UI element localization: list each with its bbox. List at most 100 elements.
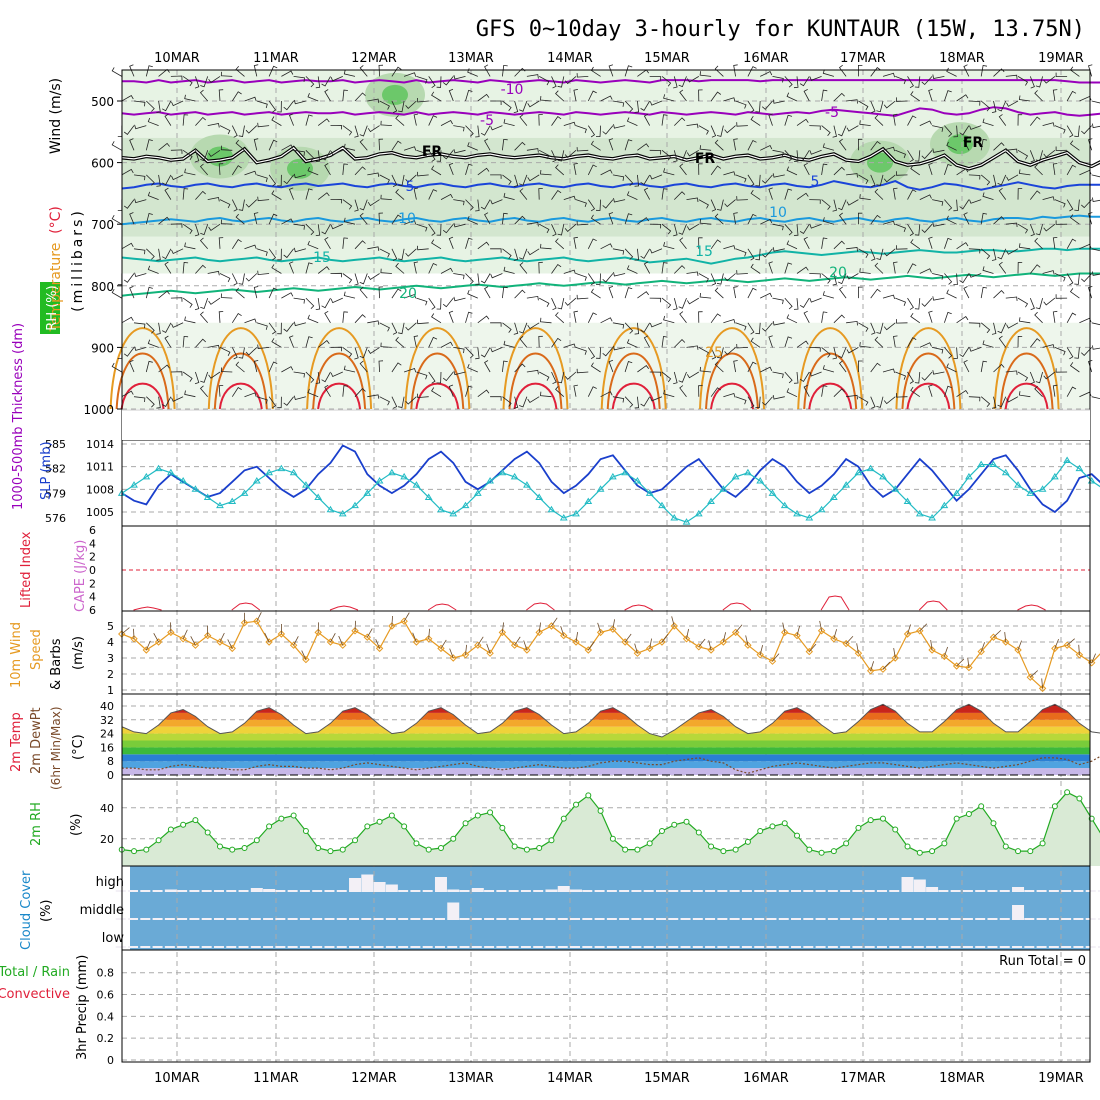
thickness-point bbox=[731, 472, 740, 480]
wind-barb bbox=[699, 145, 712, 151]
wind-barb bbox=[883, 100, 896, 109]
wind-barb bbox=[870, 362, 881, 373]
wind-barb bbox=[398, 396, 405, 408]
wind-barb bbox=[932, 125, 944, 132]
cloud-trace bbox=[606, 946, 617, 948]
wind-barb bbox=[982, 192, 994, 200]
wind-barb bbox=[784, 297, 793, 310]
surface-isotherm-loop bbox=[415, 382, 460, 410]
wind-barb bbox=[895, 371, 907, 380]
wind-barb bbox=[123, 347, 135, 357]
wind-barb bbox=[146, 322, 155, 334]
wind-speed-point bbox=[670, 622, 678, 630]
wind-barb bbox=[540, 317, 552, 324]
wind-barb bbox=[1081, 125, 1092, 135]
wind-barb bbox=[256, 174, 268, 183]
wind-barb bbox=[747, 66, 757, 77]
cloud-trace bbox=[729, 918, 740, 920]
cloud-trace bbox=[422, 890, 433, 892]
wind-barb bbox=[305, 371, 315, 383]
rh-point bbox=[352, 837, 359, 844]
wind-barb bbox=[673, 297, 678, 311]
surface-wind-barb bbox=[1041, 678, 1043, 689]
wind-barb bbox=[928, 88, 933, 102]
thickness-point bbox=[1001, 468, 1010, 476]
cloud-trace bbox=[263, 918, 274, 920]
temp-band bbox=[122, 719, 1090, 727]
wind-tick-label: 2 bbox=[107, 668, 114, 681]
cloud-trace bbox=[754, 918, 765, 920]
rh-point bbox=[585, 792, 592, 799]
wind-barb bbox=[1042, 196, 1055, 201]
pressure-tick-label: 600 bbox=[91, 157, 114, 171]
wind-barb bbox=[453, 347, 465, 354]
wind-speed-point bbox=[1063, 641, 1071, 649]
wind-barb bbox=[674, 265, 686, 274]
surface-wind-barb bbox=[845, 636, 854, 644]
temp-tick-label: 40 bbox=[100, 700, 114, 713]
wind-barb bbox=[755, 174, 761, 187]
wind-barb bbox=[1043, 371, 1056, 380]
wind-barb bbox=[573, 236, 578, 249]
wind-barb bbox=[1052, 237, 1058, 249]
minmax-label: (6hr Min/Max) bbox=[49, 707, 63, 791]
wind-barb bbox=[980, 138, 988, 151]
cloud-trace bbox=[999, 890, 1010, 892]
wind-barb bbox=[281, 292, 294, 299]
cloud-trace bbox=[901, 946, 912, 948]
wind-barb bbox=[502, 360, 508, 373]
wind-barb bbox=[207, 344, 220, 350]
wind-barb bbox=[876, 322, 884, 334]
rh-point bbox=[536, 845, 543, 852]
thickness-point bbox=[228, 497, 237, 505]
wind-barb bbox=[330, 223, 343, 230]
wind-barb bbox=[1034, 237, 1043, 250]
minmax-label-group: (6hr Min/Max) bbox=[49, 707, 63, 791]
wind-barb bbox=[613, 124, 626, 129]
wind-barb bbox=[1018, 169, 1031, 176]
wind-barb bbox=[1088, 138, 1093, 151]
chart-title: GFS 0~10day 3-hourly for KUNTAUR (15W, 1… bbox=[476, 17, 1085, 42]
thickness-point bbox=[461, 501, 470, 509]
wind-barb bbox=[661, 223, 672, 235]
wind-barb bbox=[158, 68, 170, 77]
pressure-axis-label: (millibars) bbox=[70, 208, 86, 312]
wind-barb bbox=[184, 242, 196, 250]
wind-barb bbox=[698, 347, 709, 357]
wind-barb bbox=[170, 75, 183, 81]
cloud-trace bbox=[1024, 946, 1035, 948]
precip-tick-label: 0.2 bbox=[97, 1032, 115, 1045]
date-label-top: 16MAR bbox=[743, 51, 789, 66]
wind-barb bbox=[1074, 199, 1080, 211]
wind-barb bbox=[162, 322, 172, 334]
wind-barb bbox=[475, 273, 480, 286]
dewpt-label-group: 2m DewPt bbox=[29, 707, 44, 774]
wind-barb bbox=[698, 385, 703, 397]
wind-barb bbox=[587, 164, 597, 176]
rh-point bbox=[1027, 848, 1034, 855]
wind-speed-point bbox=[474, 641, 482, 649]
wind-barb bbox=[833, 314, 845, 324]
cloud-trace bbox=[471, 946, 482, 948]
rh-point bbox=[720, 848, 727, 855]
wind-barb bbox=[268, 287, 278, 299]
wind-barb bbox=[784, 188, 793, 200]
wind-barb bbox=[391, 248, 398, 261]
rh-point bbox=[253, 837, 260, 844]
wind-barb bbox=[686, 76, 700, 83]
wind-barb bbox=[760, 292, 773, 299]
wind-barb bbox=[821, 199, 831, 210]
wind-barb bbox=[649, 297, 662, 303]
surface-wind-barb bbox=[514, 636, 521, 646]
wind-barb bbox=[315, 371, 321, 384]
surface-wind-barb bbox=[930, 640, 933, 651]
wind-barb bbox=[674, 339, 686, 348]
cloud-trace bbox=[668, 946, 679, 948]
wind-barb bbox=[661, 336, 668, 348]
cloud-trace bbox=[594, 918, 605, 920]
wind-barb bbox=[231, 199, 238, 212]
wind-barb bbox=[519, 248, 528, 260]
wind-barb bbox=[1055, 220, 1068, 225]
surface-wind-barb bbox=[1030, 670, 1039, 678]
lifted-index-bump bbox=[427, 603, 457, 611]
